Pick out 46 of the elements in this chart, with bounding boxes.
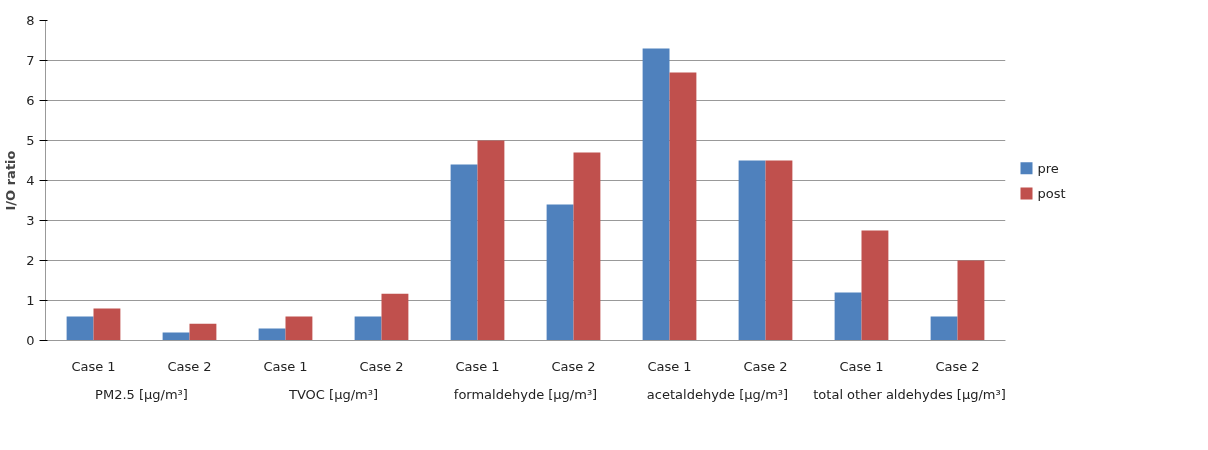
- bar: [546, 204, 574, 341]
- y-axis-title: I/O ratio: [3, 150, 19, 211]
- text: PM2.5 [µg/m³]: [95, 386, 188, 402]
- y-tick-label: 5: [26, 133, 35, 148]
- legend-label: post: [1037, 186, 1066, 202]
- bar: [861, 230, 889, 341]
- y-tick-label: 7: [26, 53, 35, 68]
- bar: [66, 316, 94, 341]
- x-tick-label: Case 1: [647, 358, 692, 374]
- y-tick-label: 2: [26, 253, 35, 268]
- y-tick-label: 6: [26, 93, 35, 108]
- bar: [381, 293, 409, 341]
- bar: [258, 328, 286, 341]
- x-tick-label: Case 2: [551, 358, 596, 374]
- bar: [189, 323, 217, 341]
- x-tick-label: Case 1: [455, 358, 500, 374]
- x-tick-label: Case 2: [359, 358, 404, 374]
- y-tick-label: 8: [26, 13, 35, 28]
- text: formaldehyde [µg/m³]: [453, 386, 598, 402]
- y-tick-label: 3: [26, 213, 35, 228]
- bar: [738, 160, 766, 341]
- bar: [285, 316, 313, 341]
- bar: [957, 260, 985, 341]
- text: acetaldehyde [µg/m³]: [646, 386, 789, 402]
- bar: [834, 292, 862, 341]
- x-tick-label: Case 2: [935, 358, 980, 374]
- y-tick-label: 1: [26, 293, 35, 308]
- bar: [450, 164, 478, 341]
- x-tick-label: Case 2: [167, 358, 212, 374]
- bar: [930, 316, 958, 341]
- x-tick-label: Case 1: [71, 358, 116, 374]
- bar: [642, 48, 670, 341]
- x-tick-label: Case 1: [839, 358, 884, 374]
- text: TVOC [µg/m³]: [288, 386, 378, 402]
- bar: [477, 140, 505, 341]
- bar: [669, 72, 697, 341]
- bar: [93, 308, 121, 341]
- y-tick-label: 4: [26, 173, 35, 188]
- legend-label: pre: [1037, 160, 1059, 176]
- y-tick-label: 0: [26, 333, 35, 348]
- x-tick-label: Case 2: [743, 358, 788, 374]
- bar: [573, 152, 601, 341]
- bar: [765, 160, 793, 341]
- bar: [354, 316, 382, 341]
- x-tick-label: Case 1: [263, 358, 308, 374]
- text: total other aldehydes [µg/m³]: [813, 386, 1006, 402]
